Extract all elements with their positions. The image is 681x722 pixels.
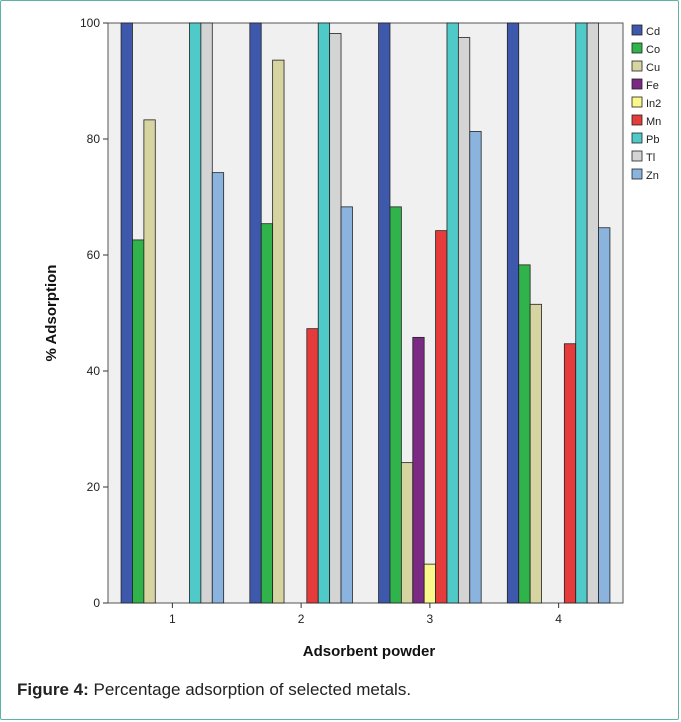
bar-co-4 bbox=[518, 264, 531, 604]
bar-cd-4 bbox=[506, 22, 520, 604]
caption-text: Percentage adsorption of selected metals… bbox=[93, 680, 412, 699]
y-tick-label: 80 bbox=[87, 132, 101, 146]
y-tick-label: 20 bbox=[87, 480, 101, 494]
bar-co-2 bbox=[260, 223, 274, 604]
bar-mn-2 bbox=[306, 328, 319, 604]
y-tick-label: 40 bbox=[87, 364, 101, 378]
bar-tl-3 bbox=[457, 37, 471, 604]
bar-zn-2 bbox=[340, 206, 353, 604]
bar-co-1 bbox=[132, 239, 145, 604]
bar-cu-3 bbox=[400, 462, 414, 604]
bar-in2-3 bbox=[423, 563, 436, 604]
bar-pb-4 bbox=[575, 22, 588, 604]
legend-label-pb: Pb bbox=[646, 134, 659, 146]
bar-zn-4 bbox=[598, 227, 611, 604]
caption-label: Figure 4: bbox=[17, 680, 89, 699]
bar-zn-1 bbox=[211, 172, 225, 604]
bar-pb-3 bbox=[446, 22, 459, 604]
bar-tl-4 bbox=[586, 22, 599, 604]
bar-cd-1 bbox=[120, 22, 133, 604]
bar-cu-4 bbox=[529, 303, 542, 604]
bar-pb-2 bbox=[317, 22, 331, 604]
bar-fe-3 bbox=[412, 336, 425, 604]
bar-cd-3 bbox=[378, 22, 391, 604]
x-tick-label: 1 bbox=[169, 612, 176, 626]
legend-label-zn: Zn bbox=[646, 170, 659, 182]
legend-swatch-fe bbox=[631, 78, 643, 90]
legend: Cd Co Cu Fe In2 Mn Pb Tl Zn bbox=[631, 24, 661, 182]
bar-chart: 0 20 40 60 80 100 1 2 3 4 Cd Co Cu Fe In2 Mn Pb Tl Zn % A… bbox=[43, 16, 661, 660]
y-tick-label: 100 bbox=[80, 16, 100, 30]
bar-co-3 bbox=[389, 206, 402, 604]
x-tick-label: 2 bbox=[298, 612, 305, 626]
legend-label-in2: In2 bbox=[646, 98, 661, 110]
legend-label-co: Co bbox=[646, 44, 660, 56]
y-axis-label: % Adsorption bbox=[43, 265, 60, 362]
legend-label-cd: Cd bbox=[646, 26, 660, 38]
y-tick-label: 60 bbox=[87, 248, 101, 262]
legend-label-tl: Tl bbox=[646, 152, 655, 164]
legend-label-fe: Fe bbox=[646, 80, 659, 92]
legend-label-mn: Mn bbox=[646, 116, 661, 128]
legend-swatch-cu bbox=[631, 60, 643, 72]
bar-mn-4 bbox=[563, 343, 577, 604]
x-axis-label: Adsorbent powder bbox=[303, 643, 436, 660]
legend-swatch-in2 bbox=[631, 96, 643, 108]
y-tick-label: 0 bbox=[93, 596, 100, 610]
figure-caption: Figure 4: Percentage adsorption of selec… bbox=[17, 680, 411, 700]
bar-zn-3 bbox=[469, 131, 482, 604]
bar-pb-1 bbox=[189, 22, 202, 604]
bars-group bbox=[120, 22, 611, 604]
legend-swatch-tl bbox=[631, 150, 643, 162]
legend-label-cu: Cu bbox=[646, 62, 660, 74]
bar-tl-1 bbox=[200, 22, 213, 604]
legend-swatch-pb bbox=[631, 132, 643, 144]
plot-area bbox=[107, 22, 624, 604]
bar-cu-2 bbox=[272, 59, 285, 604]
x-tick-label: 3 bbox=[427, 612, 434, 626]
legend-swatch-zn bbox=[631, 168, 643, 180]
bar-cd-2 bbox=[249, 22, 262, 604]
bar-cu-1 bbox=[143, 119, 156, 604]
bar-tl-2 bbox=[329, 33, 342, 604]
bar-mn-3 bbox=[435, 230, 448, 604]
legend-swatch-mn bbox=[631, 114, 643, 126]
legend-swatch-cd bbox=[631, 24, 643, 36]
x-tick-label: 4 bbox=[555, 612, 562, 626]
legend-swatch-co bbox=[631, 42, 643, 54]
axes-group: 0 20 40 60 80 100 1 2 3 4 bbox=[80, 16, 562, 626]
